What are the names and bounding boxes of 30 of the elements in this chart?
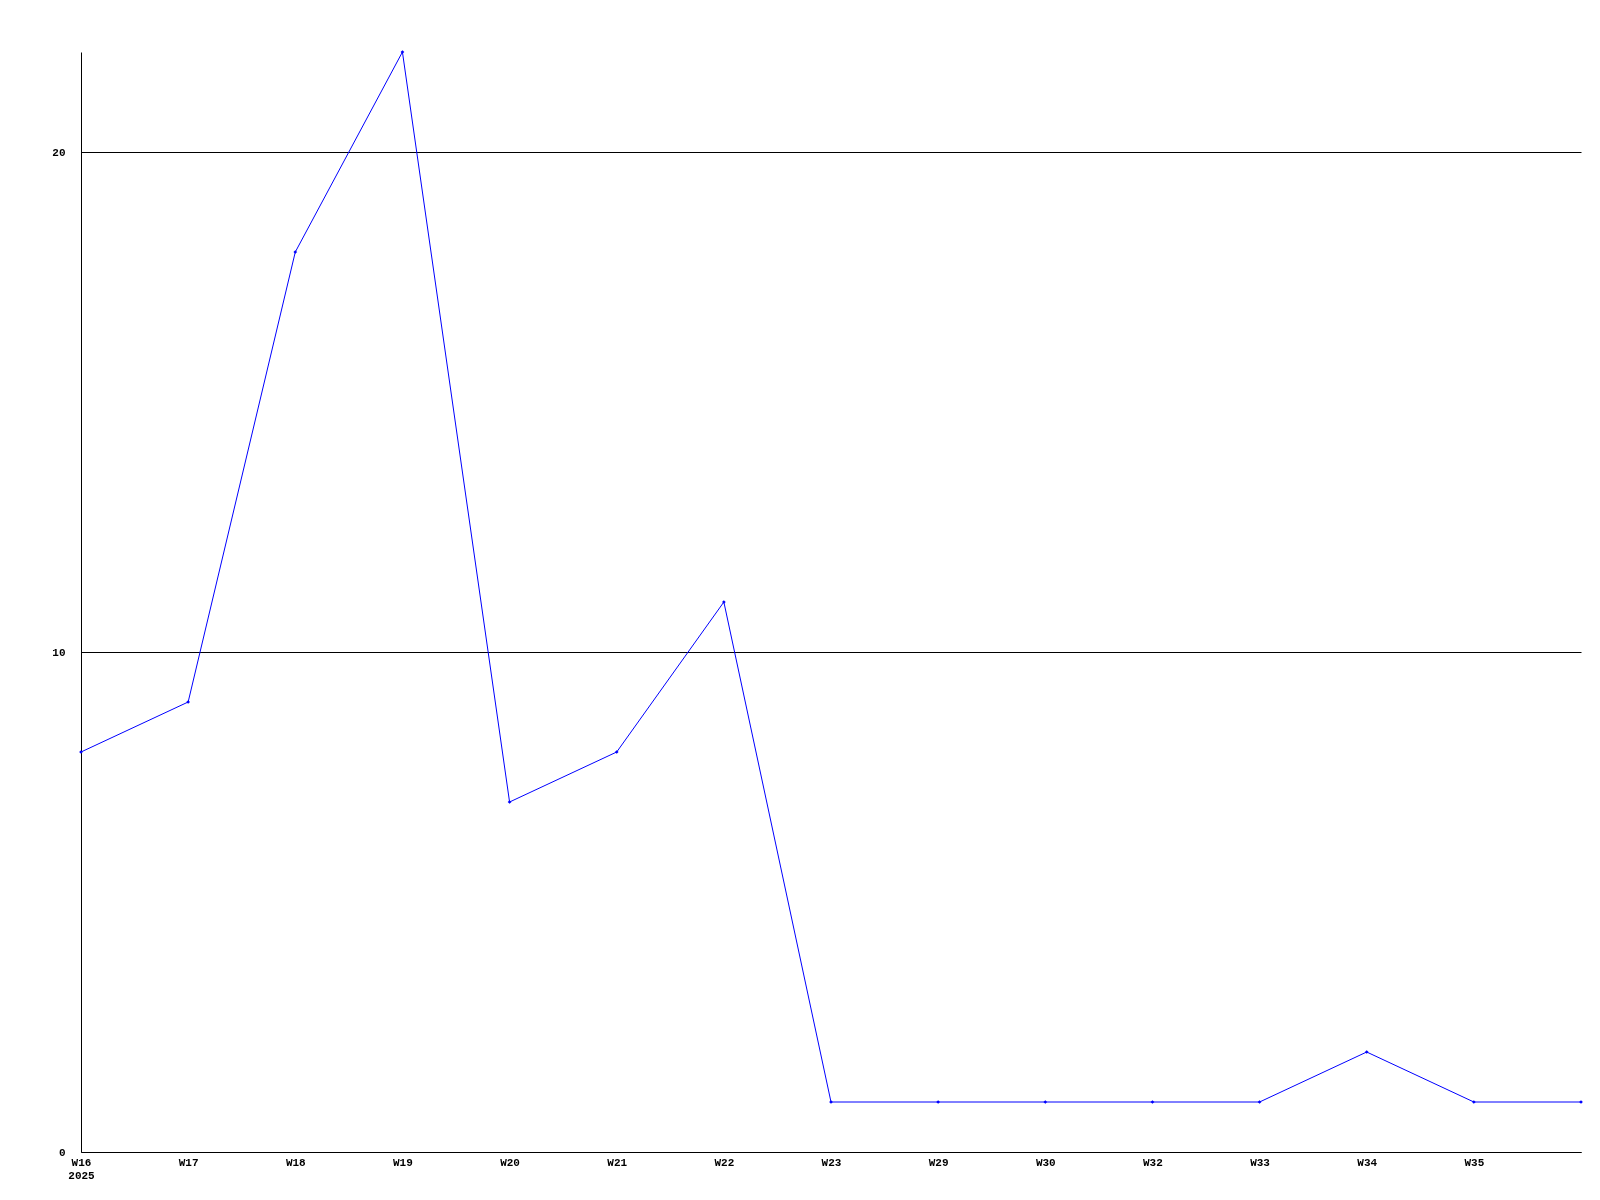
x-tick-label: W33	[1250, 1156, 1271, 1169]
y-tick-label: 20	[52, 146, 66, 159]
x-tick-label: W22	[714, 1156, 735, 1169]
point	[400, 50, 405, 54]
point	[293, 250, 298, 254]
point	[721, 600, 726, 604]
x-tick-label: W18	[285, 1156, 307, 1169]
x-tick-label: W30	[1035, 1156, 1056, 1169]
point	[507, 800, 512, 804]
x-tick-label: W21	[607, 1156, 628, 1169]
point	[1257, 1100, 1262, 1104]
line-series	[79, 50, 1583, 1104]
x-tick-label: W16 2025	[68, 1156, 96, 1182]
y-tick-label: 10	[52, 646, 66, 659]
x-tick-label: W19	[393, 1156, 413, 1169]
x-tick-label: W34	[1357, 1156, 1378, 1169]
point	[186, 700, 191, 704]
point	[1364, 1050, 1369, 1054]
x-tick-label: W20	[500, 1156, 520, 1169]
x-tick-label: W17	[178, 1156, 199, 1169]
x-tick-label: W32	[1143, 1156, 1163, 1169]
point	[1043, 1100, 1048, 1104]
x-tick-label: W35	[1464, 1156, 1485, 1169]
point	[614, 750, 619, 754]
point	[1150, 1100, 1155, 1104]
x-tick-label: W23	[821, 1156, 842, 1169]
point	[1471, 1100, 1476, 1104]
y-tick-label: 0	[58, 1146, 66, 1159]
x-tick-label: W29	[928, 1156, 949, 1169]
point	[936, 1100, 941, 1104]
